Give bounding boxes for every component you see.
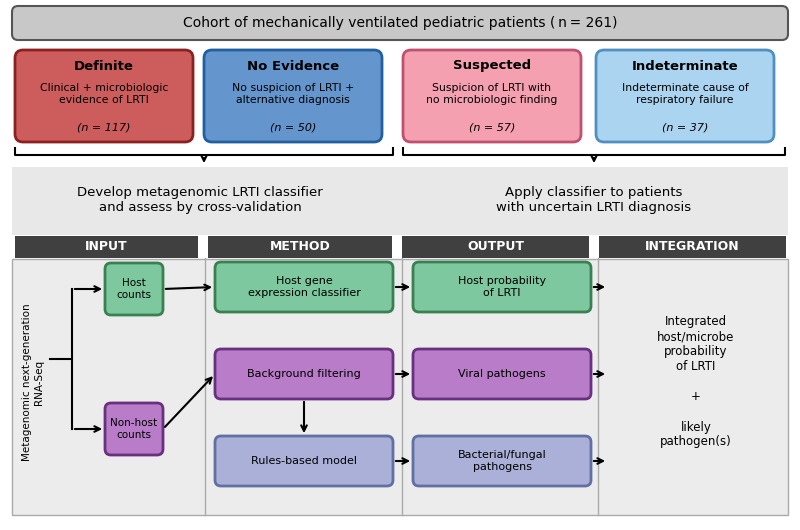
Text: Suspicion of LRTI with
no microbiologic finding: Suspicion of LRTI with no microbiologic … <box>426 83 558 105</box>
FancyBboxPatch shape <box>215 436 393 486</box>
FancyBboxPatch shape <box>413 349 591 399</box>
FancyBboxPatch shape <box>105 403 163 455</box>
Text: Indeterminate: Indeterminate <box>632 59 738 73</box>
Text: Indeterminate cause of
respiratory failure: Indeterminate cause of respiratory failu… <box>622 83 748 105</box>
Text: (n = 57): (n = 57) <box>469 123 515 133</box>
FancyBboxPatch shape <box>204 50 382 142</box>
FancyBboxPatch shape <box>413 436 591 486</box>
Text: OUTPUT: OUTPUT <box>467 241 524 253</box>
FancyBboxPatch shape <box>15 50 193 142</box>
Text: Metagenomic next-generation
RNA-Seq: Metagenomic next-generation RNA-Seq <box>22 303 44 461</box>
Text: No Evidence: No Evidence <box>247 59 339 73</box>
Text: METHOD: METHOD <box>270 241 330 253</box>
Text: INPUT: INPUT <box>85 241 128 253</box>
Text: Develop metagenomic LRTI classifier
and assess by cross-validation: Develop metagenomic LRTI classifier and … <box>77 186 323 214</box>
Text: Cohort of mechanically ventilated pediatric patients ( n = 261): Cohort of mechanically ventilated pediat… <box>182 16 618 30</box>
Text: Apply classifier to patients
with uncertain LRTI diagnosis: Apply classifier to patients with uncert… <box>497 186 691 214</box>
Text: Definite: Definite <box>74 59 134 73</box>
Text: Clinical + microbiologic
evidence of LRTI: Clinical + microbiologic evidence of LRT… <box>40 83 168 105</box>
Text: Host
counts: Host counts <box>117 278 151 300</box>
FancyBboxPatch shape <box>596 50 774 142</box>
Text: (n = 37): (n = 37) <box>662 123 708 133</box>
FancyBboxPatch shape <box>12 6 788 40</box>
Text: Suspected: Suspected <box>453 59 531 73</box>
FancyBboxPatch shape <box>12 259 788 515</box>
Text: Bacterial/fungal
pathogens: Bacterial/fungal pathogens <box>458 450 546 472</box>
FancyBboxPatch shape <box>402 236 589 258</box>
FancyBboxPatch shape <box>403 50 581 142</box>
Text: Background filtering: Background filtering <box>247 369 361 379</box>
Text: Non-host
counts: Non-host counts <box>110 418 158 440</box>
FancyBboxPatch shape <box>208 236 392 258</box>
Text: Host probability
of LRTI: Host probability of LRTI <box>458 276 546 298</box>
FancyBboxPatch shape <box>15 236 198 258</box>
FancyBboxPatch shape <box>215 349 393 399</box>
FancyBboxPatch shape <box>413 262 591 312</box>
Text: Viral pathogens: Viral pathogens <box>458 369 546 379</box>
Text: Rules-based model: Rules-based model <box>251 456 357 466</box>
Text: INTEGRATION: INTEGRATION <box>645 241 740 253</box>
FancyBboxPatch shape <box>105 263 163 315</box>
Text: No suspicion of LRTI +
alternative diagnosis: No suspicion of LRTI + alternative diagn… <box>232 83 354 105</box>
FancyBboxPatch shape <box>599 236 786 258</box>
FancyBboxPatch shape <box>215 262 393 312</box>
Text: Integrated
host/microbe
probability
of LRTI

+

likely
pathogen(s): Integrated host/microbe probability of L… <box>658 315 734 448</box>
Text: (n = 117): (n = 117) <box>78 123 130 133</box>
Text: (n = 50): (n = 50) <box>270 123 316 133</box>
Text: Host gene
expression classifier: Host gene expression classifier <box>247 276 361 298</box>
FancyBboxPatch shape <box>12 167 788 235</box>
